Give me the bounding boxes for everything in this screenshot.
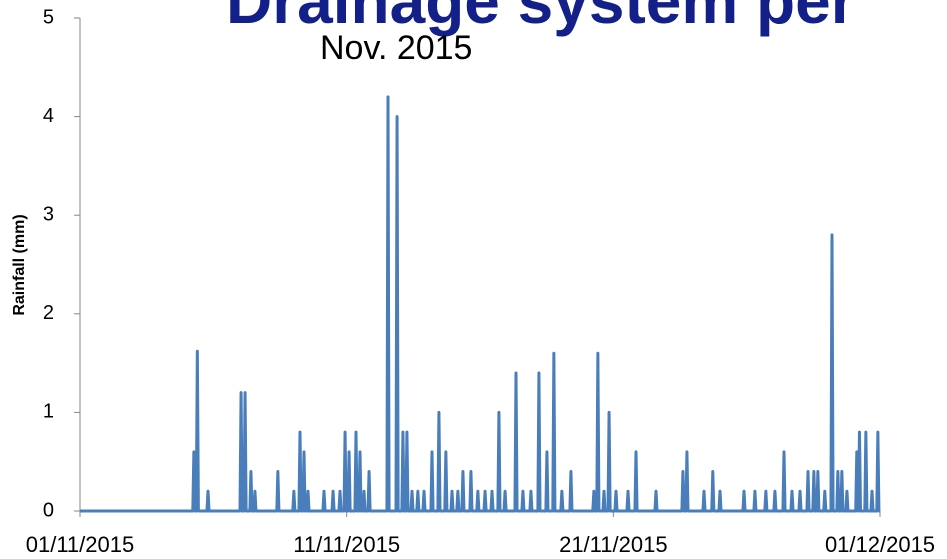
y-tick-label: 5 <box>43 6 54 28</box>
rainfall-line <box>80 95 881 513</box>
x-tick-label: 01/11/2015 <box>26 532 134 557</box>
chart-subtitle: Nov. 2015 <box>320 29 472 67</box>
y-axis-label: Rainfall (mm) <box>11 214 28 315</box>
x-tick-label: 11/11/2015 <box>293 532 400 557</box>
x-tick-label: 21/11/2015 <box>559 532 667 557</box>
x-tick-label: 01/12/2015 <box>825 532 935 557</box>
chart-title: Drainage system per <box>226 0 856 37</box>
y-tick-label: 4 <box>43 105 54 127</box>
y-tick-label: 3 <box>43 203 54 225</box>
y-tick-label: 0 <box>43 499 54 521</box>
y-tick-label: 2 <box>43 302 54 324</box>
y-tick-label: 1 <box>43 401 54 423</box>
